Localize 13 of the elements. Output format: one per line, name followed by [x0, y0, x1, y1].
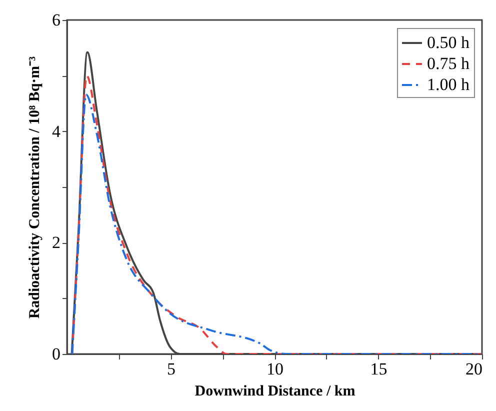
x-tick-label: 15: [370, 360, 388, 378]
legend-label: 0.75 h: [427, 54, 470, 73]
y-tick-label: 2: [52, 233, 60, 252]
legend-label: 1.00 h: [427, 75, 470, 94]
y-tick-label: 6: [52, 10, 60, 30]
y-tick-label: 0: [52, 344, 60, 364]
x-axis-title: Downwind Distance / km: [194, 384, 356, 400]
x-tick-label: 10: [266, 360, 284, 378]
x-tick-label: 5: [167, 360, 176, 378]
legend-label: 0.50 h: [427, 33, 470, 52]
y-axis-title: Radioactivity Concentration / 10⁸ Bq·m⁻³: [27, 56, 43, 319]
y-tick-label: 4: [52, 122, 61, 141]
x-tick-label: 20: [466, 360, 482, 378]
